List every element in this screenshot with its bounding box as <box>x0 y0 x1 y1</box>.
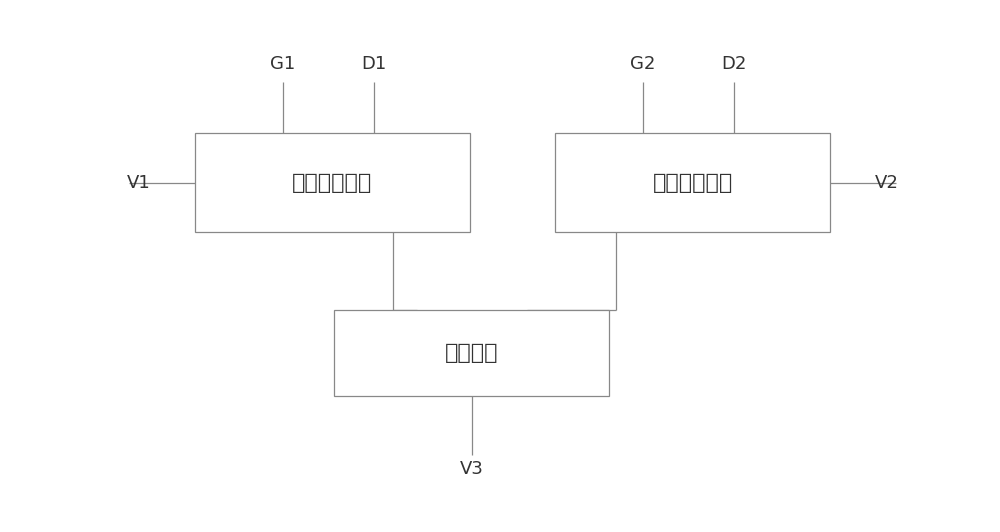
FancyBboxPatch shape <box>555 134 830 232</box>
Text: 第二驱动模块: 第二驱动模块 <box>653 173 733 193</box>
Text: D2: D2 <box>721 55 747 73</box>
FancyBboxPatch shape <box>334 310 609 396</box>
Text: G2: G2 <box>630 55 656 73</box>
Text: V2: V2 <box>875 173 898 192</box>
Text: 发光模块: 发光模块 <box>445 343 499 363</box>
Text: G1: G1 <box>270 55 295 73</box>
Text: 第一驱动模块: 第一驱动模块 <box>292 173 372 193</box>
Text: V3: V3 <box>460 460 484 478</box>
Text: D1: D1 <box>361 55 386 73</box>
Text: V1: V1 <box>127 173 150 192</box>
FancyBboxPatch shape <box>195 134 470 232</box>
